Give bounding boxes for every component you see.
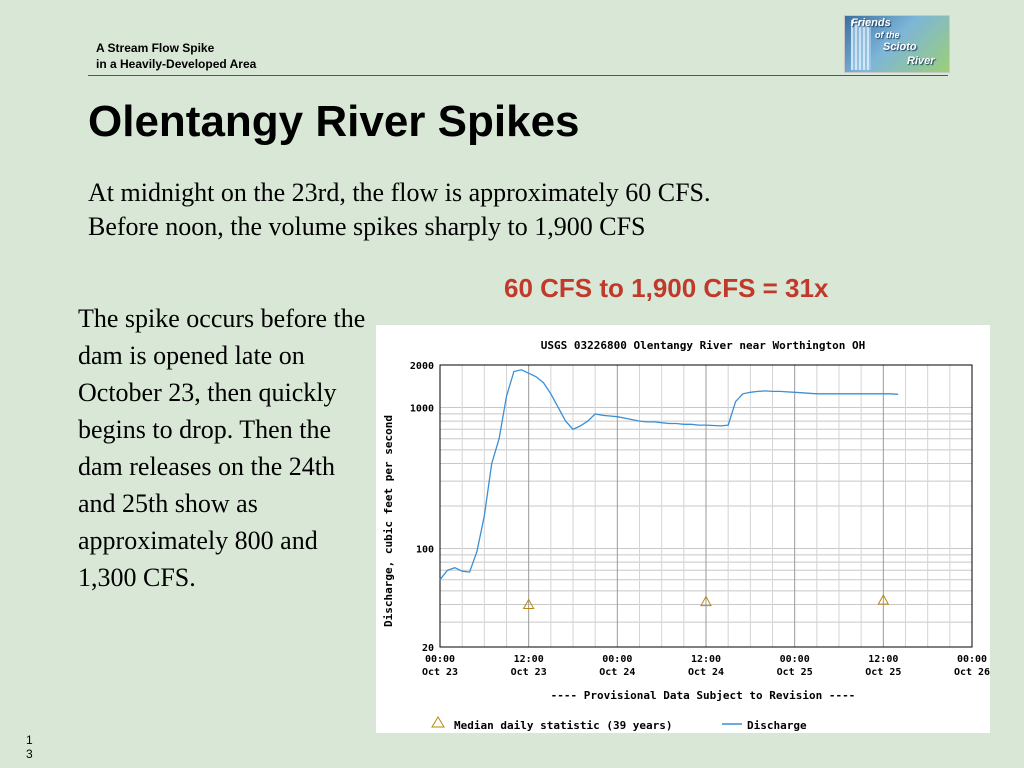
chart-title: USGS 03226800 Olentangy River near Worth… — [541, 339, 866, 352]
friends-of-scioto-river-logo: Friends of the Scioto River — [844, 15, 950, 73]
header-subtitle: A Stream Flow Spike in a Heavily-Develop… — [96, 40, 256, 72]
logo-text-friends: Friends — [851, 17, 891, 29]
x-tick-label-time: 12:00 — [691, 654, 721, 665]
slide-title: Olentangy River Spikes — [88, 97, 580, 146]
side-explanation-text: The spike occurs before the dam is opene… — [78, 304, 366, 592]
logo-text-of-the: of the — [875, 30, 900, 40]
x-tick-label-time: 00:00 — [602, 654, 632, 665]
intro-line-2: Before noon, the volume spikes sharply t… — [88, 212, 646, 241]
intro-paragraph: At midnight on the 23rd, the flow is app… — [88, 176, 908, 244]
discharge-chart-svg: USGS 03226800 Olentangy River near Worth… — [382, 339, 990, 732]
median-marker — [522, 598, 535, 610]
median-markers — [522, 594, 890, 610]
x-tick-label-time: 12:00 — [514, 654, 544, 665]
y-tick-label: 20 — [422, 643, 434, 654]
y-tick-label: 1000 — [410, 403, 434, 414]
intro-line-1: At midnight on the 23rd, the flow is app… — [88, 178, 711, 207]
x-tick-label-date: Oct 25 — [865, 667, 901, 678]
legend-discharge-label: Discharge — [747, 719, 807, 732]
x-tick-labels: 00:00 Oct 23 12:00 Oct 23 00:00 Oct 24 12:00 Oc… — [422, 654, 990, 678]
x-tick-label-date: Oct 26 — [954, 667, 990, 678]
x-tick-label-date: Oct 25 — [777, 667, 813, 678]
x-tick-label-time: 12:00 — [868, 654, 898, 665]
x-tick-label-time: 00:00 — [780, 654, 810, 665]
x-tick-label-date: Oct 24 — [688, 667, 724, 678]
discharge-series-line — [439, 369, 899, 581]
header-line-2: in a Heavily-Developed Area — [96, 57, 257, 71]
legend-median-marker — [431, 716, 445, 728]
header-line-1: A Stream Flow Spike — [96, 41, 215, 55]
y-tick-label: 2000 — [410, 361, 434, 372]
logo-text-river: River — [907, 55, 935, 67]
plot-area-frame — [439, 364, 973, 648]
y-axis-label: Discharge, cubic feet per second — [382, 415, 395, 627]
x-tick-label-date: Oct 23 — [422, 667, 458, 678]
grid-lines — [440, 364, 972, 648]
provisional-data-note: ---- Provisional Data Subject to Revisio… — [551, 689, 856, 702]
y-tick-label: 100 — [416, 544, 434, 555]
discharge-chart: USGS 03226800 Olentangy River near Worth… — [376, 325, 990, 733]
y-tick-labels: 2000 1000 100 20 — [410, 361, 434, 654]
legend-median-label: Median daily statistic (39 years) — [454, 719, 673, 732]
x-tick-label-date: Oct 23 — [511, 667, 547, 678]
chart-legend: Median daily statistic (39 years) Discha… — [431, 716, 807, 732]
logo-text-scioto: Scioto — [883, 41, 917, 53]
page-number: 13 — [26, 733, 33, 761]
median-marker — [700, 595, 712, 607]
x-tick-label-time: 00:00 — [425, 654, 455, 665]
x-tick-label-time: 00:00 — [957, 654, 987, 665]
median-marker — [877, 594, 890, 605]
waterfall-graphic — [851, 20, 871, 70]
spike-ratio-callout: 60 CFS to 1,900 CFS = 31x — [504, 273, 829, 303]
header-divider — [88, 75, 948, 76]
x-tick-label-date: Oct 24 — [599, 667, 635, 678]
